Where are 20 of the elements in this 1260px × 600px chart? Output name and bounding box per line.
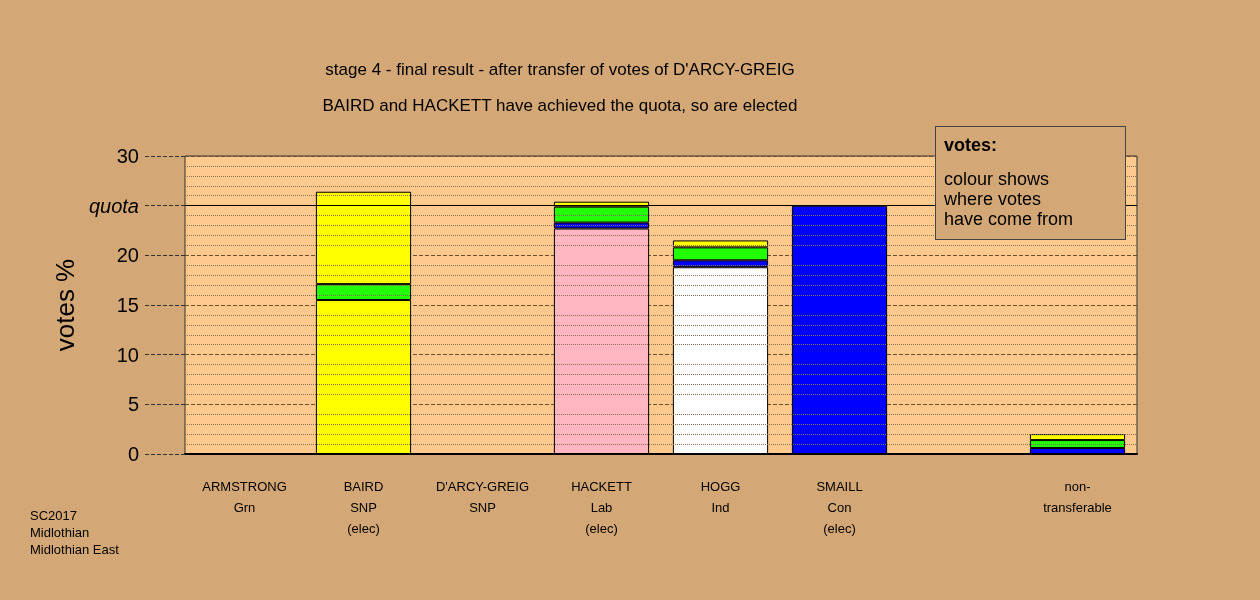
y-tick-label: 15 [116,294,139,316]
chart-title: stage 4 - final result - after transfer of votes of D'ARCY-GREIG [325,60,795,79]
x-tick-label: ARMSTRONG Grn [202,479,287,515]
y-tick-label: 20 [116,244,139,267]
x-tick-label: SMAILL Con (elec) [816,479,863,536]
y-tick-label: 10 [116,343,139,366]
y-tick-label: 0 [127,443,139,465]
x-tick-label: D'ARCY-GREIG SNP [435,479,530,515]
x-tick-label: HACKETT Lab (elec) [571,479,632,536]
y-tick-label: quota [88,194,139,217]
x-tick-label: non- transferable [1043,479,1112,515]
note-box: votes: colour shows where votes have come from [935,126,1126,240]
y-tick-label: 5 [127,393,139,416]
y-axis-title: votes % [50,258,81,352]
text: SC2017 Midlothian Midlothian East [30,508,120,557]
y-tick-label: 30 [116,145,139,167]
x-tick-label: HOGG Ind [700,479,741,515]
x-tick-label: BAIRD SNP (elec) [343,479,384,536]
chart-subtitle: BAIRD and HACKETT have achieved the quota, so are elected [322,96,798,115]
annotation: colour shows where votes have come from [944,169,1074,229]
